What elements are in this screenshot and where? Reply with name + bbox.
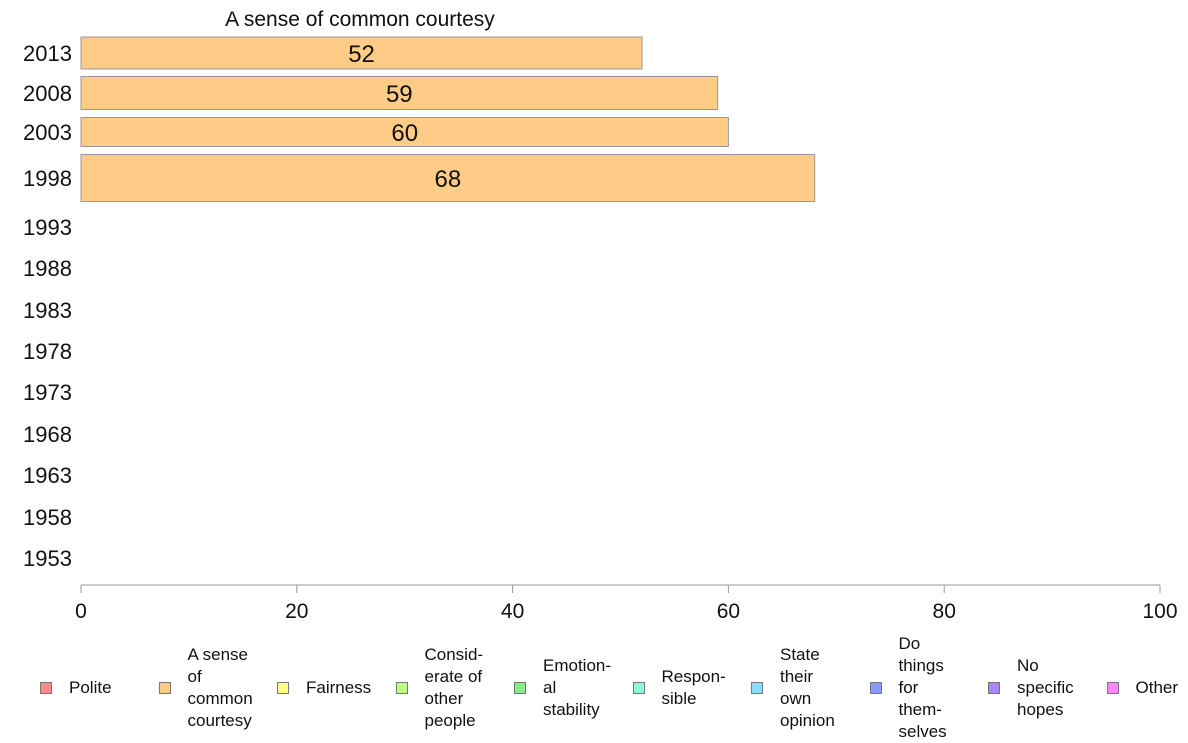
y-tick-label: 1968 xyxy=(23,422,72,447)
legend-label: State their own opinion xyxy=(780,645,835,730)
y-tick-label: 2013 xyxy=(23,41,72,66)
x-tick-label: 100 xyxy=(1142,600,1177,623)
y-tick-label: 2003 xyxy=(23,120,72,145)
bar-value-label: 60 xyxy=(391,120,418,147)
legend-item: Consid-erate of other people xyxy=(395,640,484,736)
legend-swatch xyxy=(395,682,408,694)
legend-label: A sense of common courtesy xyxy=(187,645,253,730)
y-tick-label: 1953 xyxy=(23,546,72,571)
y-tick-label: 1978 xyxy=(23,339,72,364)
legend-swatch xyxy=(40,682,52,694)
x-tick-label: 40 xyxy=(501,600,524,623)
bar xyxy=(80,76,719,110)
legend-swatch xyxy=(751,682,763,694)
legend-item: State their own opinion xyxy=(751,640,835,736)
legend-label: Do things for them-selves xyxy=(898,634,947,741)
bar xyxy=(80,154,816,202)
legend-label: No specific hopes xyxy=(1017,656,1074,719)
legend-label: Respon-sible xyxy=(661,667,726,708)
legend-item: No specific hopes xyxy=(988,640,1074,736)
legend-item: Do things for them-selves xyxy=(869,634,947,741)
legend-swatch xyxy=(632,682,645,694)
bar-value-label: 52 xyxy=(348,41,375,68)
legend-label: Other xyxy=(1135,678,1179,697)
x-tick-label: 20 xyxy=(285,600,308,623)
legend-label: Consid-erate of other people xyxy=(424,645,484,730)
x-tick-label: 0 xyxy=(75,600,87,623)
x-tick-label: 80 xyxy=(933,600,956,623)
legend-item: A sense of common courtesy xyxy=(158,640,253,736)
bar-value-label: 68 xyxy=(435,166,462,193)
y-tick-label: 1983 xyxy=(23,298,72,323)
legend-label: Polite xyxy=(69,678,112,697)
legend-swatch xyxy=(869,682,882,694)
legend-swatch xyxy=(1106,682,1119,694)
y-tick-label: 1993 xyxy=(23,215,72,240)
x-axis: 0 20 40 60 80 100 xyxy=(75,584,1178,623)
legend-label: Emotion-al stability xyxy=(543,656,612,719)
legend-item: Fairness xyxy=(277,640,371,736)
legend-item: Emotion-al stability xyxy=(514,640,611,736)
y-tick-label: 1958 xyxy=(23,505,72,530)
legend-label: Fairness xyxy=(306,678,372,697)
legend-item: Respon-sible xyxy=(632,640,726,736)
y-tick-label: 1973 xyxy=(23,380,72,405)
legend-swatch xyxy=(514,682,526,694)
y-axis-labels: 2013 2008 2003 1998 1993 1988 1983 1978 1973 1968… xyxy=(23,41,72,571)
x-tick-label: 60 xyxy=(717,600,740,623)
bar-chart: A sense of common courtesy 52 59 60 68 2013… xyxy=(23,8,1178,623)
y-tick-label: 1998 xyxy=(23,166,72,191)
y-tick-label: 1963 xyxy=(23,463,72,488)
legend-swatch xyxy=(988,682,1000,694)
legend-item: Polite xyxy=(40,640,112,736)
bar xyxy=(80,36,643,70)
legend-item: Other xyxy=(1106,640,1179,736)
y-tick-label: 2008 xyxy=(23,81,72,106)
bar-value-label: 59 xyxy=(386,81,413,108)
chart-title: A sense of common courtesy xyxy=(225,8,495,31)
legend-swatch xyxy=(277,682,289,694)
bars-group: 52 59 60 68 xyxy=(80,36,816,202)
y-tick-label: 1988 xyxy=(23,256,72,281)
legend: Polite A sense of common courtesy Fairness Con… xyxy=(0,634,1188,741)
legend-swatch xyxy=(158,682,171,694)
bar xyxy=(80,117,729,147)
